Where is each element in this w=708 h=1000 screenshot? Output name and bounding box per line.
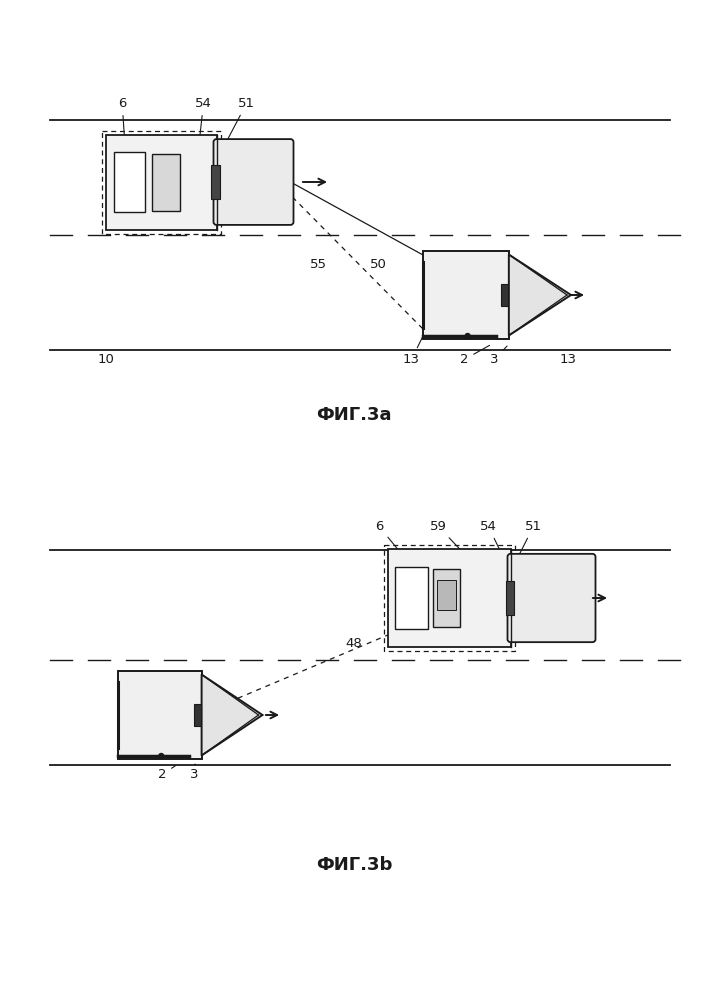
Text: 54: 54	[480, 520, 506, 561]
Bar	[501, 284, 508, 306]
Text: 3: 3	[190, 764, 198, 781]
Text: 48: 48	[345, 637, 362, 650]
Circle shape	[465, 334, 470, 338]
FancyBboxPatch shape	[423, 251, 509, 339]
Text: 13: 13	[560, 353, 577, 366]
FancyBboxPatch shape	[118, 671, 202, 759]
FancyBboxPatch shape	[508, 554, 595, 642]
Bar	[210, 165, 219, 199]
FancyBboxPatch shape	[214, 139, 294, 225]
Text: 50: 50	[370, 258, 387, 271]
Text: ФИГ.3b: ФИГ.3b	[316, 856, 392, 874]
Circle shape	[159, 754, 164, 758]
Text: 13: 13	[403, 328, 427, 366]
Text: ФИГ.3а: ФИГ.3а	[316, 406, 392, 424]
FancyBboxPatch shape	[387, 549, 510, 647]
Polygon shape	[509, 255, 571, 335]
Text: 10: 10	[98, 353, 115, 366]
Text: 2: 2	[460, 345, 489, 366]
FancyBboxPatch shape	[433, 569, 460, 627]
Text: 51: 51	[222, 97, 255, 151]
Bar	[193, 704, 200, 726]
Text: 2: 2	[158, 766, 176, 781]
Text: 6: 6	[375, 520, 408, 562]
Bar	[506, 581, 513, 615]
FancyBboxPatch shape	[115, 152, 145, 212]
Text: 59: 59	[430, 520, 472, 562]
Text: 3: 3	[490, 346, 507, 366]
FancyBboxPatch shape	[395, 567, 428, 629]
Text: 55: 55	[310, 258, 327, 271]
FancyBboxPatch shape	[152, 153, 180, 211]
Text: 51: 51	[516, 520, 542, 561]
FancyBboxPatch shape	[105, 134, 217, 230]
Text: 54: 54	[195, 97, 212, 151]
FancyBboxPatch shape	[437, 580, 456, 610]
Polygon shape	[202, 675, 263, 755]
Text: 6: 6	[118, 97, 126, 151]
